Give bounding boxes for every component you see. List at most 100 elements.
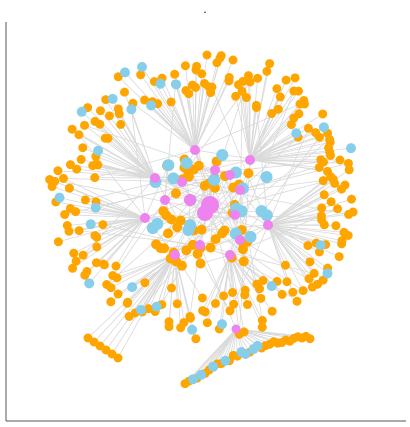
hub-node: [140, 213, 150, 223]
leaf-node: [286, 120, 296, 130]
leaf-node: [347, 194, 357, 204]
leaf-node: [237, 86, 247, 96]
leaf-node: [243, 168, 254, 179]
leaf-node: [187, 80, 197, 90]
leaf-node: [330, 178, 340, 188]
leaf-node: [112, 273, 122, 283]
hub-node: [231, 324, 241, 334]
mid-node: [146, 100, 157, 111]
graph-edge: [194, 57, 221, 151]
leaf-node: [114, 109, 124, 119]
leaf-node: [273, 104, 283, 114]
hub-node: [170, 250, 180, 260]
leaf-node: [91, 159, 101, 169]
leaf-node: [314, 162, 324, 172]
graph-edge: [204, 254, 231, 313]
figure-title: .: [203, 3, 207, 16]
hub-node: [195, 240, 205, 250]
hub-node: [225, 170, 235, 180]
graph-edge: [150, 105, 196, 151]
leaf-node: [238, 256, 249, 267]
leaf-node: [337, 239, 347, 249]
leaf-node: [53, 166, 63, 176]
leaf-node: [82, 267, 92, 277]
leaf-node: [92, 242, 102, 252]
graph-edge: [144, 165, 169, 219]
mid-node: [119, 67, 130, 78]
leaf-node: [326, 197, 336, 207]
graph-edge: [239, 162, 349, 191]
leaf-node: [45, 175, 55, 185]
leaf-node: [319, 190, 329, 200]
graph-edge: [238, 84, 251, 161]
graph-edge: [249, 159, 320, 168]
mid-node: [318, 122, 329, 133]
hub-node: [263, 220, 273, 230]
mid-node: [184, 219, 197, 232]
leaf-node: [60, 210, 70, 220]
mid-node: [196, 369, 207, 380]
leaf-node: [253, 73, 263, 83]
hub-node: [235, 235, 245, 245]
graph-edge: [152, 101, 196, 151]
graph-edge: [112, 254, 176, 276]
leaf-node: [228, 287, 238, 297]
graph-edge: [96, 217, 146, 248]
leaf-node: [305, 334, 315, 344]
graph-edge: [267, 184, 346, 226]
leaf-node: [164, 317, 174, 327]
graph-edge: [249, 136, 320, 161]
leaf-node: [257, 322, 267, 332]
graph-edge: [194, 80, 230, 151]
mid-node: [135, 304, 146, 315]
leaf-node: [187, 239, 198, 250]
leaf-node: [210, 234, 221, 245]
hub-node: [245, 155, 255, 165]
mid-node: [217, 319, 228, 330]
leaf-node: [262, 66, 272, 76]
mid-node: [93, 145, 104, 156]
leaf-node: [225, 306, 235, 316]
leaf-node: [334, 252, 344, 262]
leaf-node: [275, 92, 285, 102]
mid-node: [187, 324, 198, 335]
graph-edge: [79, 230, 201, 246]
leaf-node: [241, 93, 251, 103]
leaf-node: [184, 89, 194, 99]
graph-edge: [199, 244, 315, 274]
mid-node: [322, 268, 333, 279]
leaf-node: [179, 318, 189, 328]
edge-layer: [49, 54, 354, 384]
leaf-node: [267, 109, 277, 119]
leaf-node: [335, 155, 345, 165]
leaf-node: [113, 289, 123, 299]
graph-edge: [249, 103, 301, 161]
graph-edge: [267, 224, 315, 274]
leaf-node: [344, 165, 354, 175]
leaf-node: [215, 53, 225, 63]
graph-edge: [249, 107, 257, 161]
leaf-node: [298, 286, 308, 296]
graph-edge: [76, 168, 156, 179]
leaf-node: [303, 123, 313, 133]
leaf-node: [318, 109, 328, 119]
leaf-node: [293, 86, 303, 96]
graph-edge: [267, 224, 328, 269]
graph-edge: [157, 103, 196, 151]
mid-node: [137, 61, 148, 72]
mid-node: [171, 79, 182, 90]
leaf-node: [69, 248, 79, 258]
graph-edge: [249, 113, 273, 161]
graph-edge: [131, 109, 146, 219]
leaf-node: [67, 124, 77, 134]
graph-edge: [164, 165, 168, 201]
leaf-node: [65, 203, 75, 213]
graph-edge: [155, 181, 211, 206]
mid-node: [167, 172, 180, 185]
leaf-node: [197, 293, 207, 303]
graph-edge: [75, 211, 146, 219]
leaf-node: [198, 306, 208, 316]
mid-node: [252, 340, 263, 351]
leaf-node: [91, 258, 101, 268]
